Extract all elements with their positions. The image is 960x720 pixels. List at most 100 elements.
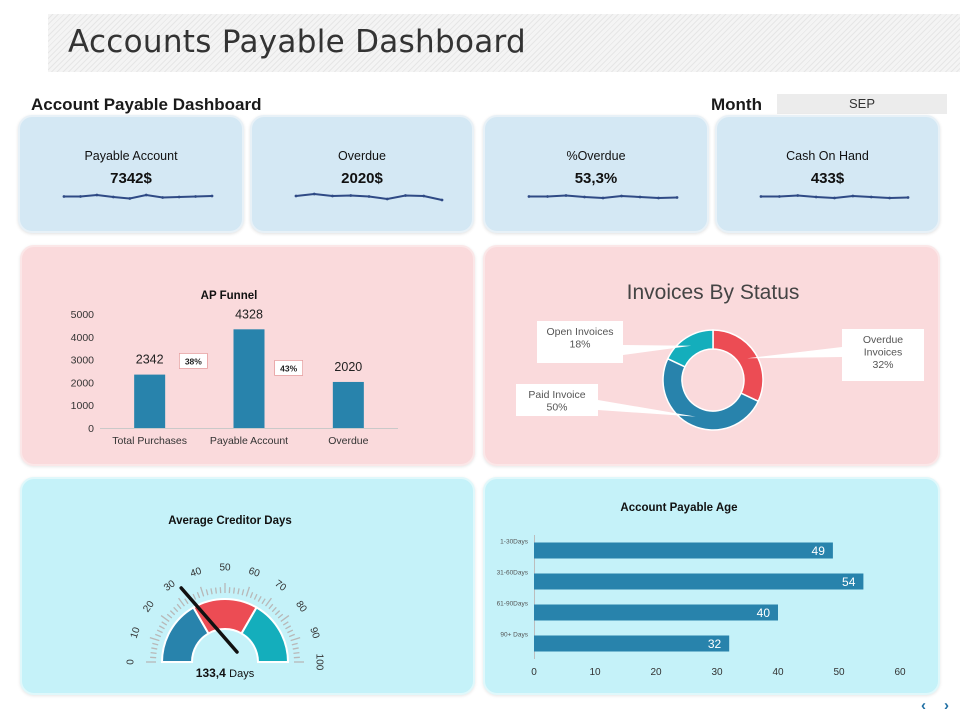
y-tick-label: 61-90Days [497,601,529,608]
gauge-tick [292,647,299,650]
gauge-tick [257,595,262,602]
sparkline-point [638,195,642,199]
sparkline-point [312,192,316,196]
callout-box [516,384,598,416]
gauge-tick [274,610,281,616]
gauge-tick [287,629,294,634]
sparkline-point [62,195,66,198]
gauge-tick [196,592,201,599]
sparkline-point [583,195,586,199]
conversion-label: 38% [185,356,202,366]
gauge-tick [160,615,170,622]
chart-title: Average Creditor Days [168,515,292,527]
sparkline-point [777,195,781,198]
sparkline-point [601,196,605,200]
kpi-value: 7342$ [110,170,152,187]
gauge-tick [205,589,209,596]
next-slide-button[interactable]: › [944,697,949,714]
ap-funnel-chart: AP Funnel 0 1000 2000 3000 4000 5000 2342 Total … [71,290,398,447]
prev-slide-button[interactable]: ‹ [921,697,926,714]
sparkline-line [64,193,213,200]
gauge-tick-label: 100 [313,654,324,671]
y-tick-label: 4000 [71,332,95,344]
x-tick-label: Overdue [328,435,368,447]
donut-slice [712,329,764,403]
kpi-sparkline [62,193,214,200]
x-tick-label: 30 [711,667,723,678]
sparkline-point [294,194,298,198]
gauge-tick [288,633,295,638]
slice-name-label: Invoices [864,347,903,359]
sparkline-point [194,195,197,198]
gauge-tick [233,587,236,594]
gauge-tick [166,613,173,619]
kpi-label: Cash On Hand [786,149,869,163]
gauge-band [240,606,290,663]
gauge-tick [155,633,162,638]
gauge-tick [237,588,240,595]
invoices-status-card: Invoices By Status Overdue Invoices 32% Paid… [483,245,940,466]
sparkline-point [675,196,679,199]
kpi-label: Overdue [338,149,386,163]
bar [534,635,730,652]
conversion-label: 43% [280,363,297,373]
sparkline-point [404,194,407,197]
sparkline-point [210,194,214,198]
month-select[interactable]: SEP [777,94,947,114]
gauge-tick [291,642,298,646]
sparkline-point [422,194,426,198]
gauge-tick [173,606,179,613]
sparkline-point [888,196,892,200]
x-tick-label: 0 [531,667,537,678]
bar [534,604,778,621]
x-tick-label: 20 [650,667,662,678]
sparkline-point [814,195,818,199]
chart-title: Account Payable Age [620,502,737,514]
gauge-tick [293,651,300,654]
gauge-tick [151,647,158,650]
kpi-value: 2020$ [341,170,383,187]
gauge-tick-label: 80 [293,599,309,615]
sparkline-point [869,195,873,199]
x-tick-label: 40 [772,667,784,678]
title-banner: Accounts Payable Dashboard [48,14,960,72]
page-title: Accounts Payable Dashboard [68,24,527,60]
chart-title: AP Funnel [201,290,258,302]
gauge-tick [149,636,160,642]
creditor-days-gauge: Average Creditor Days 0 10 20 30 40 50 60 70 80 90… [126,515,325,680]
kpi-sparkline [294,192,444,202]
gauge-tick [265,597,272,607]
slice-percent-label: 18% [569,339,590,351]
x-tick-label: 10 [589,667,601,678]
sparkline-point [851,194,855,198]
sparkline-point [331,194,334,198]
sparkline-point [128,197,132,200]
bar [134,374,166,428]
y-tick-label: 31-60Days [497,570,529,577]
gauge-readout: 133,4 Days [196,666,255,680]
gauge-tick-label: 60 [247,566,261,580]
y-tick-label: 5000 [71,309,95,321]
chart-title: Invoices By Status [627,281,800,304]
sparkline-point [620,194,623,198]
y-tick-label: 2000 [71,377,95,389]
sparkline-point [161,196,165,199]
slice-name-label: Open Invoices [546,326,613,338]
kpi-value: 433$ [810,170,845,187]
bar [534,542,833,559]
kpi-sparkline [759,194,910,200]
gauge-tick [176,603,182,610]
gauge-tick [158,625,165,630]
conversion-box [274,360,303,376]
donut-slice [666,329,714,368]
kpi-sparkline [527,194,679,200]
y-tick-label: 1-30Days [500,539,529,546]
gauge-tick [156,629,163,634]
gauge-tick [161,621,168,626]
gauge-tick [169,610,176,616]
y-tick-label: 90+ Days [500,632,528,639]
gauge-tick [178,597,185,607]
bar-value-label: 2342 [136,353,164,367]
payable-age-card: Account Payable Age 0 10 20 30 40 50 60 49 1-30Da… [483,477,940,695]
